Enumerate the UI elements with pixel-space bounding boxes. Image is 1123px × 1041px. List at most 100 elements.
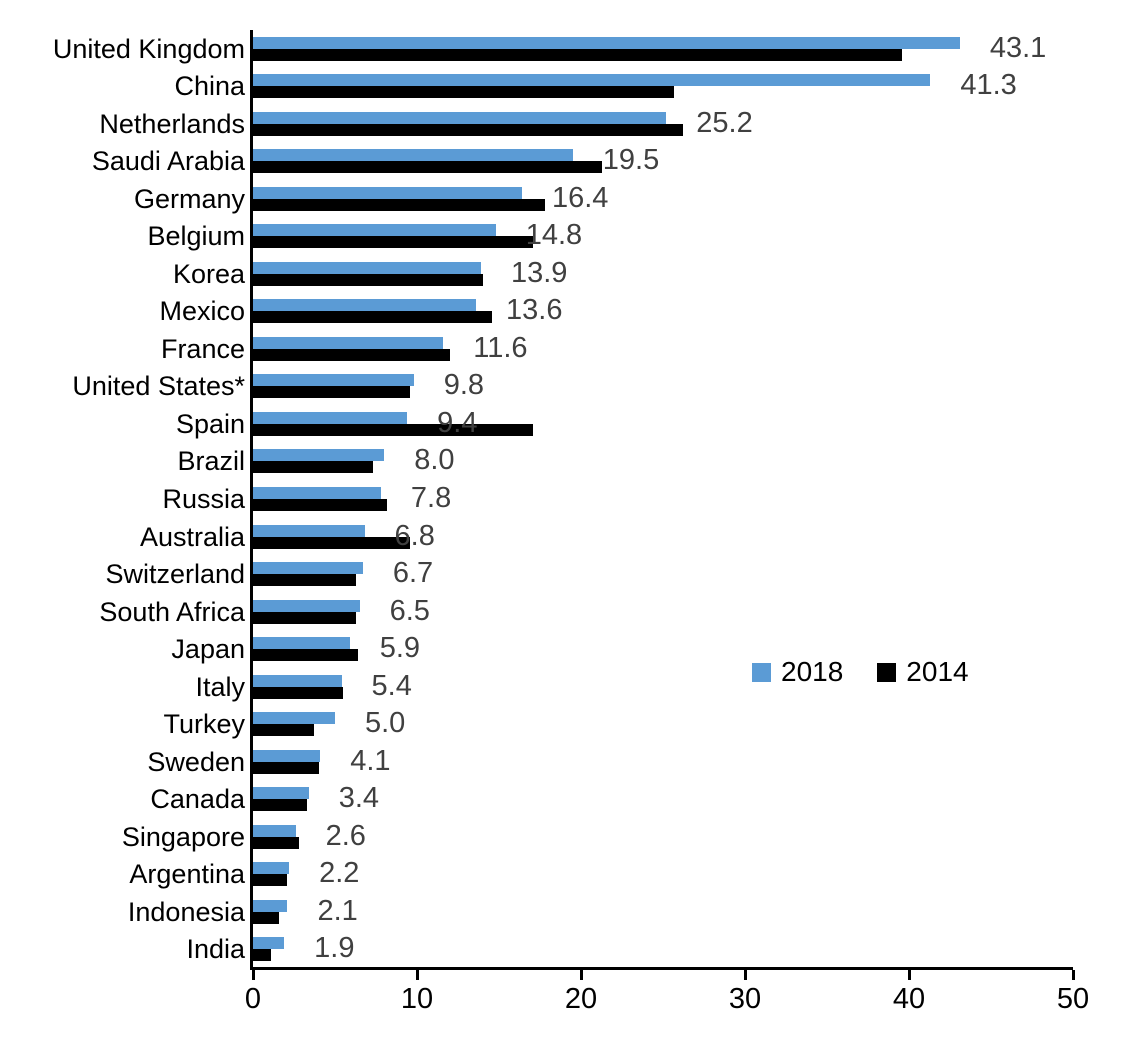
x-tick-mark [743, 970, 747, 980]
bar-2014 [253, 198, 545, 211]
bar-2014 [253, 611, 357, 624]
data-label: 1.9 [314, 932, 355, 965]
x-axis-line [250, 967, 1073, 970]
data-label: 6.7 [392, 557, 434, 590]
bar-2018 [253, 74, 931, 87]
data-label: 6.8 [394, 519, 435, 552]
bar-2018 [253, 336, 444, 349]
bar-2018 [253, 224, 496, 237]
data-label: 13.9 [510, 256, 568, 289]
bar-2014 [253, 48, 903, 61]
category-label: Japan [171, 634, 245, 665]
y-axis-line [250, 30, 253, 970]
data-label: 7.8 [410, 482, 452, 514]
x-tick-label: 30 [728, 983, 762, 1015]
bar-2014 [253, 273, 483, 286]
legend-swatch-icon [877, 662, 897, 682]
x-tick-mark [1071, 970, 1075, 980]
data-label: 4.1 [350, 744, 391, 777]
bar-2014 [253, 649, 358, 662]
category-label: Canada [150, 784, 245, 815]
x-tick-mark [579, 970, 583, 980]
bar-2018 [253, 862, 290, 875]
category-label: South Africa [99, 596, 245, 627]
bar-2018 [253, 937, 285, 950]
category-label: United Kingdom [52, 33, 245, 64]
bar-2014 [253, 761, 319, 774]
chart-legend: 2018 2014 [752, 658, 969, 686]
x-tick-label: 40 [892, 983, 926, 1015]
data-label: 5.9 [379, 632, 421, 665]
bar-2018 [253, 374, 414, 387]
bar-2014 [253, 499, 388, 511]
category-label: Brazil [177, 446, 245, 477]
data-label: 16.4 [551, 181, 609, 214]
bar-2018 [253, 712, 335, 725]
bar-2018 [253, 299, 477, 312]
category-label: India [186, 934, 245, 965]
category-label: Switzerland [105, 559, 245, 590]
category-label: Indonesia [127, 896, 245, 927]
data-label: 2.2 [319, 857, 360, 890]
data-label: 8.0 [414, 444, 455, 477]
bar-2014 [253, 236, 534, 249]
bar-2014 [253, 799, 308, 812]
bar-2014 [253, 911, 280, 924]
bar-2018 [253, 749, 321, 762]
category-label: France [160, 333, 245, 364]
data-label: 6.5 [389, 594, 430, 627]
bar-2018 [253, 899, 288, 912]
bar-2014 [253, 123, 683, 136]
bar-2014 [253, 86, 675, 99]
data-label: 11.6 [473, 331, 528, 364]
x-tick-mark [907, 970, 911, 980]
data-label: 9.8 [443, 369, 485, 402]
bar-2018 [253, 599, 360, 612]
bar-2018 [253, 637, 350, 650]
bar-2018 [253, 449, 385, 462]
data-label: 41.3 [960, 69, 1017, 102]
legend-item-2018: 2018 [752, 658, 843, 686]
x-tick-mark [251, 970, 255, 980]
x-tick-mark [415, 970, 419, 980]
category-label: Netherlands [99, 108, 245, 139]
bar-2014 [253, 836, 299, 849]
data-label: 2.6 [325, 819, 366, 852]
category-label: United States* [72, 371, 245, 402]
legend-label: 2014 [906, 656, 969, 687]
legend-label: 2018 [781, 656, 844, 687]
bar-2014 [253, 874, 288, 887]
bar-2014 [253, 536, 411, 549]
legend-swatch-icon [752, 662, 771, 682]
x-tick-label: 20 [564, 983, 598, 1015]
data-label: 14.8 [525, 219, 583, 252]
data-label: 3.4 [338, 782, 380, 815]
bar-2014 [253, 724, 314, 737]
category-label: Mexico [159, 296, 245, 327]
category-label: Italy [195, 671, 245, 702]
bar-2014 [253, 161, 603, 174]
category-label: Argentina [129, 859, 245, 890]
bar-2014 [253, 461, 373, 474]
category-label: Germany [133, 183, 245, 214]
data-label: 9.4 [437, 406, 478, 439]
bar-2018 [253, 674, 342, 687]
bar-2018 [253, 524, 365, 537]
data-label: 25.2 [696, 106, 753, 139]
category-label: Singapore [121, 821, 245, 852]
category-label: China [174, 71, 245, 102]
bar-2018 [253, 111, 667, 124]
bar-2018 [253, 787, 309, 800]
bar-2018 [253, 824, 296, 837]
category-label: Sweden [147, 746, 245, 777]
bar-2014 [253, 311, 493, 324]
bar-2018 [253, 149, 573, 162]
bar-2014 [253, 686, 344, 699]
category-label: Russia [162, 484, 245, 514]
data-label: 5.0 [365, 707, 406, 740]
data-label: 43.1 [989, 31, 1047, 64]
x-tick-label: 0 [244, 983, 262, 1015]
data-label: 5.4 [371, 669, 412, 702]
bar-2014 [253, 949, 272, 962]
